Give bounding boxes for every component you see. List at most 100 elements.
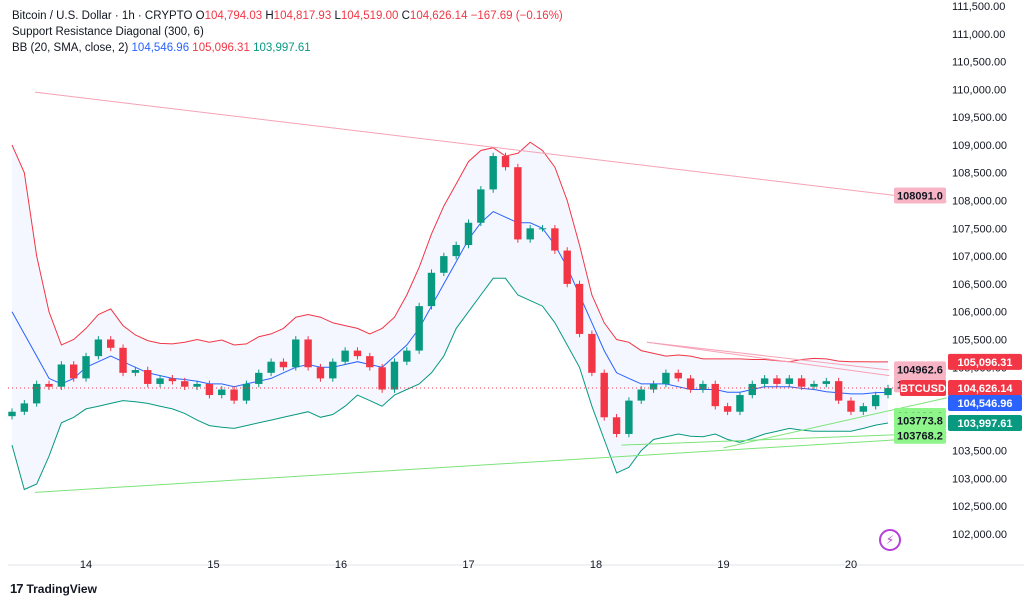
indicator-bb-row[interactable]: BB (20, SMA, close, 2) 104,546.96 105,09…	[12, 40, 563, 56]
candle-body	[119, 347, 127, 373]
price-label-text: 103773.8	[897, 416, 943, 428]
candle-body	[810, 383, 818, 387]
y-tick-label: 107,500.00	[952, 223, 1007, 235]
candle-body	[378, 367, 386, 390]
candle-body	[20, 403, 29, 412]
price-label-text: 104,626.14	[957, 383, 1013, 395]
candle-body	[501, 156, 510, 168]
x-tick-label: 20	[845, 559, 857, 571]
price-label-box	[948, 395, 1022, 412]
candle-body	[341, 350, 349, 362]
high-label: H	[265, 10, 274, 22]
y-tick-label: 102,500.00	[952, 501, 1007, 513]
candle-body	[366, 356, 374, 368]
candle-body	[205, 383, 214, 396]
candle-body	[181, 381, 189, 387]
y-tick-label: 110,000.00	[952, 84, 1006, 96]
candle-body	[230, 389, 238, 401]
price-label-box	[894, 187, 946, 204]
bb-basis-value: 104,546.96	[131, 42, 190, 54]
candle-body	[723, 406, 732, 412]
legend-symbol-row: Bitcoin / U.S. Dollar · 1h · CRYPTO O 104…	[12, 8, 563, 24]
candle-body	[131, 370, 140, 373]
candle-body	[785, 378, 793, 384]
candle-body	[551, 228, 559, 251]
low-value: 104,519.00	[340, 10, 399, 22]
tradingview-wordmark: TradingView	[26, 581, 97, 596]
candle-body	[168, 378, 177, 382]
candle-body	[871, 395, 880, 407]
candle-body	[415, 306, 423, 351]
candle-body	[156, 378, 164, 384]
y-tick-label: 108,000.00	[952, 196, 1007, 208]
y-tick-label: 106,000.00	[952, 307, 1007, 319]
y-tick-label: 108,500.00	[952, 168, 1007, 180]
close-value: 104,626.14	[409, 10, 468, 22]
candle-body	[267, 361, 275, 373]
candle-body	[662, 372, 670, 384]
candle-body	[575, 283, 584, 334]
x-tick-label: 18	[590, 559, 602, 571]
candle-body	[773, 378, 781, 384]
lightning-icon[interactable]: ⚡	[879, 529, 901, 551]
price-label-box	[894, 412, 946, 429]
y-tick-label: 110,500.00	[952, 57, 1006, 69]
candle-body	[255, 372, 263, 384]
candle-body	[218, 389, 226, 396]
candle-body	[600, 372, 608, 418]
candle-body	[329, 361, 337, 379]
candle-body	[477, 189, 485, 223]
price-label-text: 103,997.61	[957, 418, 1012, 430]
price-label-box	[894, 427, 946, 444]
bb-lower-line	[11, 277, 889, 491]
price-label-box	[948, 380, 1022, 397]
close-label: C	[401, 10, 410, 22]
candle-body	[489, 156, 497, 190]
candle-body	[94, 339, 103, 357]
candle-body	[563, 250, 571, 284]
x-tick-label: 16	[335, 559, 347, 571]
candle-body	[760, 378, 769, 384]
candle-body	[748, 383, 756, 396]
open-label: O	[195, 10, 205, 22]
price-label-box	[948, 353, 1022, 370]
candle-body	[699, 383, 707, 390]
y-tick-label: 109,000.00	[952, 140, 1007, 152]
indicator-sr-diagonal[interactable]: Support Resistance Diagonal (300, 6)	[12, 26, 204, 38]
x-tick-label: 17	[462, 559, 474, 571]
y-tick-label: 103,000.00	[952, 473, 1007, 485]
change-value: −167.69 (−0.16%)	[470, 10, 563, 22]
candle-body	[8, 411, 16, 417]
y-tick-label: 111,000.00	[952, 29, 1005, 41]
candle-body	[69, 364, 78, 379]
tradingview-mark-icon: 17	[10, 581, 24, 596]
candle-body	[304, 339, 312, 368]
chart-legend: Bitcoin / U.S. Dollar · 1h · CRYPTO O 104…	[12, 8, 563, 56]
y-tick-label: 105,500.00	[952, 334, 1007, 346]
price-label-text: 104,546.96	[957, 398, 1012, 410]
candle-body	[242, 383, 251, 401]
bb-fill-area	[12, 142, 888, 490]
candle-body	[588, 333, 596, 373]
y-tick-label: 103,500.00	[952, 446, 1007, 458]
candle-body	[637, 389, 645, 401]
candle-body	[822, 381, 831, 384]
symbol-title: Bitcoin / U.S. Dollar · 1h · CRYPTO	[12, 10, 193, 22]
candle-body	[847, 400, 855, 412]
resistance-line	[34, 91, 947, 203]
resistance-line	[646, 341, 890, 377]
candle-body	[316, 367, 325, 379]
tradingview-logo[interactable]: 17 TradingView	[10, 581, 97, 596]
candle-body	[57, 364, 66, 387]
candle-body	[797, 378, 806, 387]
candle-body	[452, 244, 460, 257]
candle-body	[45, 383, 53, 387]
price-label-text: BTCUSD	[900, 383, 946, 395]
candle-body	[292, 339, 300, 368]
x-tick-label: 15	[207, 559, 219, 571]
candle-body	[427, 272, 436, 307]
price-label-box	[894, 361, 946, 378]
candle-body	[82, 356, 90, 379]
price-label-text: 103768.2	[897, 431, 943, 443]
